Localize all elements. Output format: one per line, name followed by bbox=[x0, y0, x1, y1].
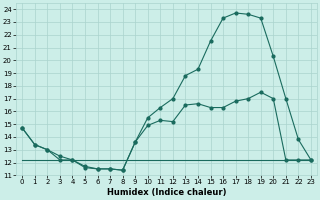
X-axis label: Humidex (Indice chaleur): Humidex (Indice chaleur) bbox=[107, 188, 226, 197]
